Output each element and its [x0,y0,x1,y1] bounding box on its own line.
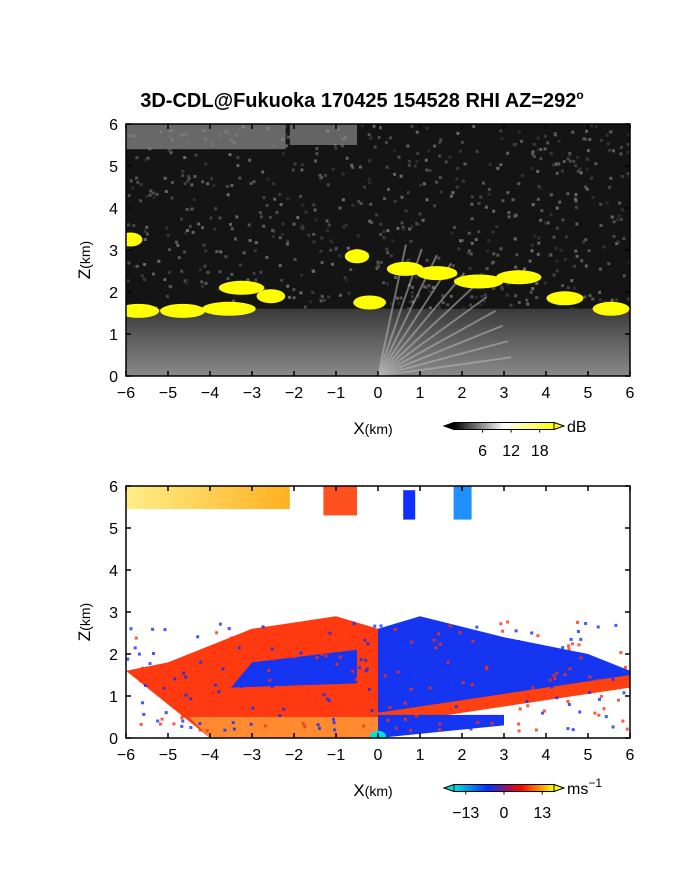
x-tick-label: −4 [201,747,219,764]
colorbar-tick-label: 6 [478,443,487,460]
colorbar-unit: dB [567,419,587,436]
y-tick-label: 0 [109,731,118,748]
y-axis-label: Z(km) [75,241,94,279]
x-tick-label: 5 [584,747,593,764]
x-tick-label: −2 [285,747,303,764]
colorbar-tick-label: 13 [533,805,551,822]
x-tick-label: −5 [159,747,177,764]
plot-field [126,124,630,376]
x-tick-label: 3 [500,747,509,764]
x-tick-label: 5 [584,385,593,402]
colorbar-tick-label: 12 [502,443,520,460]
x-axis-label: X(km) [353,419,392,438]
x-tick-label: −1 [327,385,345,402]
plot-field [126,486,630,738]
x-tick-label: 3 [500,385,509,402]
x-tick-label: 0 [374,747,383,764]
x-tick-label: −2 [285,385,303,402]
x-tick-label: −3 [243,385,261,402]
y-tick-label: 1 [109,327,118,344]
x-tick-label: −6 [117,385,135,402]
colorbar-unit: ms−1 [567,776,602,798]
y-tick-label: 4 [109,563,118,580]
y-tick-label: 6 [109,117,118,134]
x-tick-label: 4 [542,747,551,764]
x-tick-label: 6 [626,385,635,402]
colorbar: 6 12 18 dB [442,419,587,460]
x-tick-label: 1 [416,747,425,764]
colorbar-tick-label: −13 [452,805,479,822]
x-tick-label: −1 [327,747,345,764]
y-tick-label: 6 [109,479,118,496]
x-tick-label: 6 [626,747,635,764]
colorbar-tick-label: 18 [531,443,549,460]
velocity-panel: −6 −5 −4 −3 −2 −1 0 1 2 3 4 5 6 0 1 2 3 4 5 6 X(km) Z(km) −13 0… [75,479,635,822]
x-tick-label: 2 [458,385,467,402]
x-tick-label: −3 [243,747,261,764]
x-axis-label: X(km) [353,781,392,800]
figure-title: 3D-CDL@Fukuoka 170425 154528 RHI AZ=292o [140,88,584,112]
y-tick-label: 0 [109,369,118,386]
y-tick-label: 5 [109,521,118,538]
y-tick-label: 5 [109,159,118,176]
y-axis-label: Z(km) [75,603,94,641]
x-tick-label: −4 [201,385,219,402]
colorbar-tick-label: 0 [500,805,509,822]
x-tick-label: −6 [117,747,135,764]
x-tick-label: 4 [542,385,551,402]
y-tick-label: 1 [109,689,118,706]
x-tick-label: 1 [416,385,425,402]
y-tick-label: 3 [109,605,118,622]
x-tick-label: 0 [374,385,383,402]
y-tick-label: 3 [109,243,118,260]
y-tick-label: 4 [109,201,118,218]
y-tick-label: 2 [109,285,118,302]
x-tick-label: 2 [458,747,467,764]
colorbar: −13 0 13 ms−1 [442,776,602,822]
x-tick-label: −5 [159,385,177,402]
y-tick-label: 2 [109,647,118,664]
